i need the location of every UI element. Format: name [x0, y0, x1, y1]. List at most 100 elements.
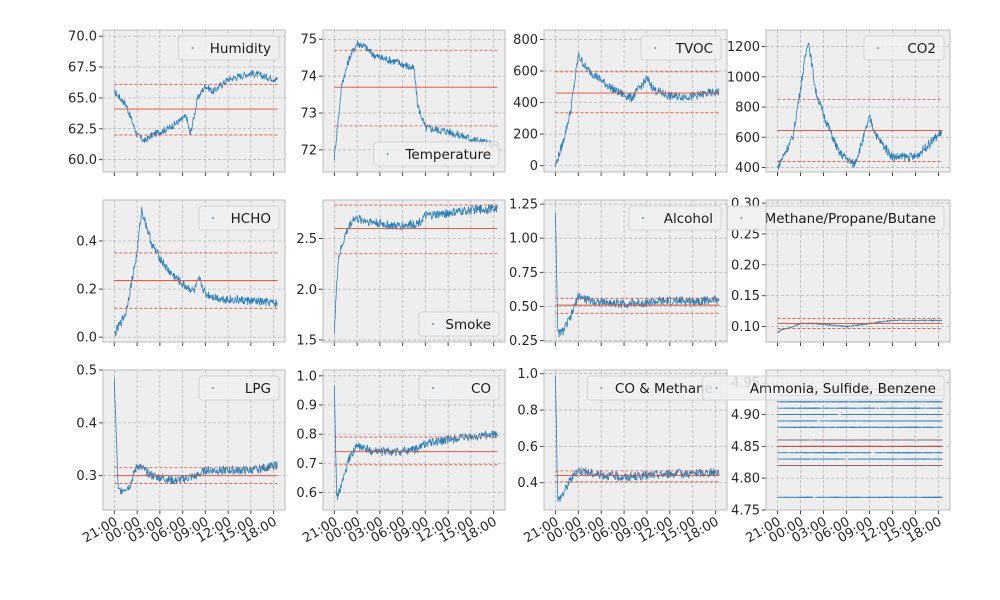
y-tick-label: 0.8 — [296, 428, 317, 443]
y-tick-label: 0.2 — [76, 283, 97, 298]
y-tick-label: 0 — [530, 159, 538, 174]
legend-box — [863, 35, 945, 61]
series-line — [555, 212, 720, 338]
y-tick-label: 74 — [300, 70, 317, 85]
y-tick-label: 2.0 — [296, 283, 317, 298]
subplot-lpg: 21:0000:0003:0006:0009:0012:0015:0018:00… — [76, 364, 286, 546]
subplot-co: 21:0000:0003:0006:0009:0012:0015:0018:00… — [296, 369, 506, 546]
plot-frame — [322, 369, 506, 511]
subplot-humidity: 60.0 62.5 65.0 67.5 70.0 Humidity — [68, 29, 286, 176]
subplot-hcho: 0.0 0.2 0.4 HCHO — [76, 199, 286, 346]
series-line — [114, 206, 278, 337]
legend-label: Alcohol — [664, 211, 713, 227]
legend-marker — [191, 47, 194, 49]
legend: Temperature — [373, 141, 500, 167]
legend: LPG — [198, 375, 280, 401]
y-tick-label: 2.5 — [296, 232, 317, 247]
legend-label: CO — [471, 381, 491, 397]
y-tick-label: 400 — [735, 161, 760, 176]
legend: Ammonia, Sulfide, Benzene — [702, 375, 945, 401]
legend-label: Methane/Propane/Butane — [765, 211, 936, 227]
y-tick-label: 0.50 — [509, 300, 538, 315]
legend-marker — [877, 47, 879, 49]
y-tick-label: 65.0 — [68, 91, 97, 106]
plot-frame — [102, 199, 286, 343]
legend-marker — [212, 387, 214, 389]
subplot-co2: 400 600 800 1000 1200 CO2 — [727, 29, 951, 176]
legend-box — [178, 35, 280, 61]
y-tick-label: 0.7 — [296, 457, 317, 472]
subplot-temperature: 72 73 74 75 Temperature — [300, 29, 506, 176]
subplot-smoke: 1.5 2.0 2.5 Smoke — [296, 199, 506, 348]
legend: HCHO — [198, 205, 280, 231]
legend-marker — [642, 217, 644, 219]
y-tick-label: 1200 — [727, 40, 760, 55]
plot-frame — [765, 369, 951, 511]
series — [334, 40, 498, 161]
legend: TVOC — [640, 35, 722, 61]
legend-box — [418, 311, 500, 337]
y-tick-label: 0.6 — [517, 440, 538, 455]
legend: CO2 — [863, 35, 945, 61]
legend-marker — [386, 153, 389, 155]
legend-label: HCHO — [231, 211, 271, 227]
legend-label: CO2 — [907, 41, 936, 57]
y-tick-label: 600 — [735, 131, 760, 146]
y-tick-label: 0.8 — [517, 404, 538, 419]
series — [114, 70, 278, 143]
y-tick-label: 0.4 — [76, 234, 97, 249]
legend-box — [418, 375, 500, 401]
plot-frame — [102, 369, 286, 511]
y-tick-label: 0.20 — [731, 258, 760, 273]
y-tick-label: 1.0 — [296, 369, 317, 384]
y-tick-label: 200 — [513, 128, 538, 143]
plot-frame — [543, 29, 728, 173]
y-tick-label: 0.25 — [509, 334, 538, 349]
y-tick-label: 1.25 — [509, 198, 538, 213]
y-tick-label: 70.0 — [68, 30, 97, 45]
y-tick-label: 800 — [735, 101, 760, 116]
series — [555, 212, 720, 338]
series-line — [334, 40, 498, 161]
series — [555, 52, 720, 167]
subplot-alcohol: 0.25 0.50 0.75 1.00 1.25 Alcohol — [509, 198, 728, 349]
plot-frame — [765, 199, 951, 343]
series-line — [555, 52, 720, 167]
y-tick-label: 0.3 — [76, 469, 97, 484]
legend: Alcohol — [628, 205, 722, 231]
subplot-tvoc: 0 200 400 600 800 TVOC — [513, 29, 728, 176]
y-tick-label: 0.15 — [731, 289, 760, 304]
legend: Methane/Propane/Butane — [727, 205, 945, 231]
y-tick-label: 1.0 — [517, 367, 538, 382]
plot-frame — [102, 29, 286, 173]
series-line — [114, 70, 278, 143]
series-line — [777, 42, 943, 170]
y-tick-label: 0.0 — [76, 331, 97, 346]
legend-marker — [432, 323, 434, 325]
plot-frame — [543, 369, 728, 511]
legend-box — [702, 375, 945, 401]
plot-frame — [543, 199, 728, 343]
y-tick-label: 800 — [513, 33, 538, 48]
y-tick-label: 4.80 — [731, 472, 760, 487]
legend-box — [198, 205, 280, 231]
y-tick-label: 0.9 — [296, 399, 317, 414]
legend-label: Ammonia, Sulfide, Benzene — [750, 381, 936, 397]
legend-box — [198, 375, 280, 401]
legend-marker — [654, 47, 656, 49]
y-tick-label: 75 — [300, 33, 317, 48]
y-tick-label: 67.5 — [68, 61, 97, 76]
y-tick-label: 1000 — [727, 70, 760, 85]
legend-marker — [212, 217, 214, 219]
legend-label: Smoke — [445, 317, 491, 333]
y-tick-label: 0.75 — [509, 266, 538, 281]
legend-marker — [740, 217, 743, 219]
y-tick-label: 0.10 — [731, 320, 760, 335]
y-tick-label: 0.25 — [731, 227, 760, 242]
legend-label: Temperature — [404, 147, 491, 163]
y-tick-label: 4.75 — [731, 504, 760, 519]
y-tick-label: 4.85 — [731, 440, 760, 455]
y-tick-label: 0.5 — [76, 364, 97, 379]
legend-box — [727, 205, 945, 231]
y-tick-label: 0.6 — [296, 486, 317, 501]
